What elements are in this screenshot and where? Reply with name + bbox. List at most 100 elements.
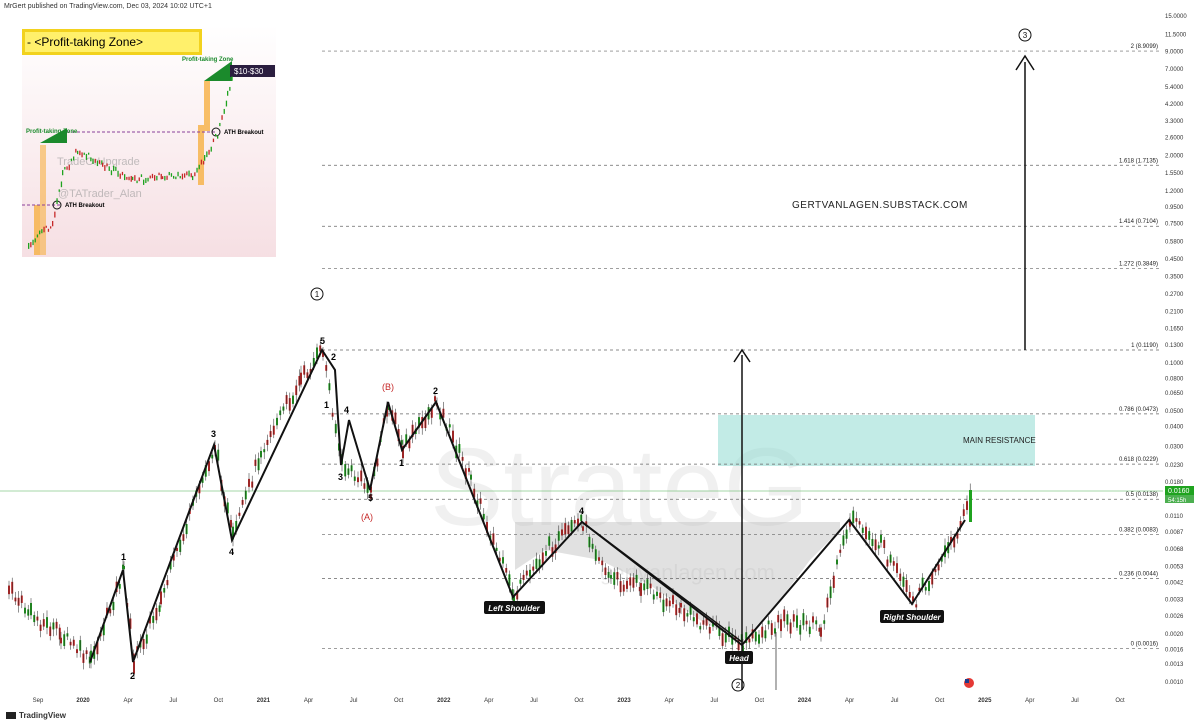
right-shoulder-tag: Right Shoulder [880, 610, 944, 623]
inset-candle [231, 76, 233, 81]
time-tick-label: Oct [1115, 698, 1125, 704]
inset-candle [177, 171, 179, 177]
price-tick-label: 0.0068 [1165, 547, 1184, 553]
price-tick-label: 15.0000 [1165, 14, 1187, 20]
inset-candle [30, 242, 32, 248]
wave-label: 1 [399, 458, 404, 468]
fib-level-label: 0.618 (0.0229) [1119, 457, 1158, 463]
inset-candle [164, 175, 166, 181]
cycle-1-marker: 1 [310, 287, 324, 301]
inset-candle [200, 159, 203, 165]
inset-candle [39, 230, 41, 235]
inset-candle [154, 175, 156, 181]
time-tick-label: Oct [394, 698, 404, 704]
wave-label: (A) [361, 512, 373, 522]
fib-level-label: 0.786 (0.0473) [1119, 407, 1158, 413]
fib-level-label: 1 (0.1190) [1131, 343, 1158, 349]
inset-candle [104, 165, 106, 171]
time-tick-label: 2022 [437, 698, 451, 704]
inset-zone-label-2: Profit-taking Zone [182, 57, 234, 63]
svg-text:2: 2 [736, 681, 741, 690]
time-tick-label: Jul [1071, 698, 1079, 704]
price-tick-label: 0.0016 [1165, 647, 1184, 653]
inset-candle [34, 238, 36, 243]
inset-candle [188, 170, 190, 177]
inset-candle [106, 163, 108, 167]
fib-level-label: 1.618 (1.7135) [1119, 158, 1158, 164]
inset-candle [134, 175, 136, 181]
inset-candle [186, 171, 188, 176]
inset-candle [66, 166, 68, 170]
time-tick-label: 2024 [798, 698, 812, 704]
inset-candle [196, 167, 198, 173]
wave-label: 3 [211, 429, 216, 439]
inset-candle [73, 156, 75, 161]
price-tick-label: 0.5800 [1165, 239, 1184, 245]
svg-text:1: 1 [315, 290, 320, 299]
time-tick-label: Jul [891, 698, 899, 704]
us-flag-icon[interactable] [964, 678, 974, 688]
cycle-3-marker: 3 [1018, 28, 1032, 42]
inset-candle [88, 152, 90, 155]
inset-candle [83, 152, 85, 155]
inset-candle [99, 160, 101, 164]
wave-label: 2 [130, 671, 135, 681]
inset-candle [156, 175, 158, 181]
watermark-url: gertvanlagen.com [600, 560, 775, 585]
inset-candle [190, 173, 192, 178]
inset-candle [198, 164, 200, 170]
price-tick-label: 0.0010 [1165, 680, 1184, 686]
inset-candle [184, 173, 186, 178]
inset-candle [47, 228, 50, 232]
cycle-2-marker: 2 [731, 678, 745, 692]
inset-candle [149, 175, 151, 179]
inset-candle [115, 166, 117, 171]
head-neckline [581, 521, 743, 643]
price-tick-label: 0.0042 [1165, 581, 1184, 587]
inset-candle [126, 176, 128, 180]
inset-candle [175, 176, 177, 180]
inset-candle [110, 170, 113, 176]
tradingview-brand[interactable]: TradingView [6, 711, 66, 720]
price-tick-label: 0.0033 [1165, 597, 1184, 603]
inset-candle [102, 162, 104, 167]
time-tick-label: Oct [755, 698, 765, 704]
time-tick-label: Oct [214, 698, 224, 704]
latest-candle [969, 490, 972, 522]
price-tick-label: 0.1650 [1165, 326, 1184, 332]
inset-candle [151, 173, 154, 179]
inset-candle [81, 152, 83, 158]
inset-candle [145, 177, 147, 184]
inset-candle [90, 157, 92, 162]
price-tick-label: 0.0180 [1165, 480, 1184, 486]
price-tick-label: 0.0230 [1165, 463, 1184, 469]
inset-candle [170, 173, 173, 177]
svg-text:0.0160: 0.0160 [1168, 488, 1190, 495]
inset-candle [45, 225, 47, 228]
time-axis[interactable]: Sep 2020 Apr Jul Oct 2021 Apr Jul Oct 2022 Apr Jul O… [33, 698, 1125, 704]
inset-breakout-2: ATH Breakout [224, 130, 264, 136]
fib-level-label: 1.272 (0.3849) [1119, 262, 1158, 268]
time-tick-label: Apr [1025, 698, 1034, 704]
svg-text:Left Shoulder: Left Shoulder [488, 604, 540, 613]
time-tick-label: Oct [935, 698, 945, 704]
inset-candle [158, 172, 160, 176]
inset-candle [212, 138, 215, 143]
price-axis[interactable]: 15.0000 11.5000 9.0000 7.0000 5.4000 4.2000 3.… [1165, 14, 1187, 686]
inset-candle [121, 171, 124, 176]
inset-candle [41, 229, 43, 234]
inset-candle [92, 158, 94, 164]
time-tick-label: Apr [845, 698, 854, 704]
price-tick-label: 0.0013 [1165, 662, 1184, 668]
inset-candle [36, 234, 39, 238]
price-tick-label: 9.0000 [1165, 49, 1184, 55]
inset-candle [223, 108, 225, 114]
time-tick-label: Jul [350, 698, 358, 704]
time-tick-label: 2023 [617, 698, 631, 704]
wave-label: 5 [368, 493, 373, 503]
inset-candle [56, 198, 58, 204]
fib-level-label: 0.5 (0.0138) [1126, 492, 1158, 498]
price-tick-label: 0.0300 [1165, 444, 1184, 450]
price-tick-label: 0.0400 [1165, 425, 1184, 431]
